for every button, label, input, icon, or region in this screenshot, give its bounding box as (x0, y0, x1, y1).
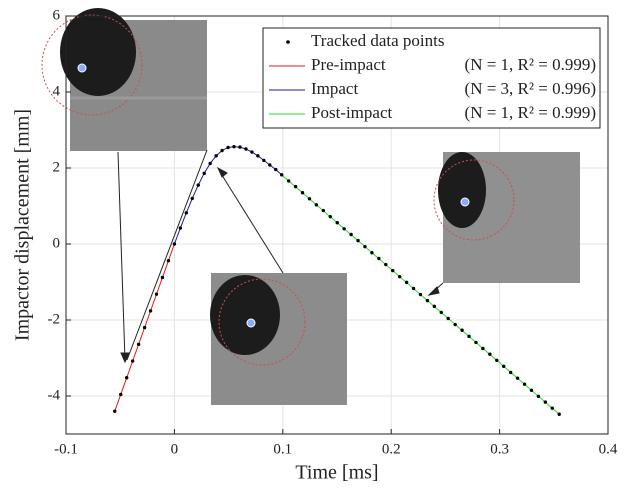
data-point (232, 145, 236, 149)
data-point (550, 406, 554, 410)
data-point (142, 325, 147, 330)
data-point (425, 298, 430, 303)
data-point (342, 227, 346, 231)
data-point (178, 226, 183, 230)
y-tick-label: 6 (53, 7, 61, 23)
y-tick-label: 4 (53, 83, 61, 99)
data-point (543, 400, 548, 404)
legend-fit-stats: (N = 1, R² = 0.999) (465, 103, 596, 122)
inset-impact (210, 273, 347, 405)
data-point (522, 382, 527, 386)
x-tick-label: 0.4 (599, 441, 618, 457)
data-point (460, 328, 464, 332)
data-point (214, 154, 218, 158)
inset-pre (41, 8, 207, 151)
data-point (300, 191, 305, 195)
legend-marker (286, 40, 290, 44)
data-point (488, 352, 492, 356)
data-point (446, 316, 450, 321)
x-tick-label: 0.1 (273, 441, 292, 457)
data-point (148, 309, 153, 313)
data-point (481, 346, 485, 351)
data-point (404, 280, 409, 285)
data-point (502, 364, 506, 369)
data-point (280, 173, 284, 177)
data-point (418, 292, 423, 297)
legend-label: Pre-impact (311, 55, 386, 74)
inset-post (433, 152, 580, 283)
legend-fit-stats: (N = 3, R² = 0.996) (465, 79, 596, 98)
data-point (202, 171, 206, 176)
data-point (495, 358, 499, 362)
data-point (349, 232, 353, 237)
data-point (411, 286, 416, 291)
data-point (508, 370, 513, 375)
data-point (397, 274, 402, 279)
data-point (125, 376, 129, 380)
data-point (307, 197, 312, 201)
data-point (314, 203, 319, 207)
data-point (119, 392, 123, 397)
data-point (190, 196, 194, 201)
data-point (515, 376, 520, 380)
data-point (250, 150, 254, 154)
data-point (268, 163, 272, 167)
data-point (384, 262, 388, 267)
data-point (160, 275, 165, 280)
data-point (432, 304, 437, 309)
data-point (467, 334, 471, 339)
data-point (370, 251, 374, 255)
data-point (335, 221, 339, 225)
data-point (293, 184, 298, 189)
legend-label: Impact (311, 79, 358, 98)
data-point (321, 208, 326, 213)
data-point (238, 145, 242, 149)
data-point (113, 409, 117, 413)
data-point (536, 394, 541, 399)
y-axis-label: Impactor displacement [mm] (12, 109, 34, 341)
data-point (356, 238, 360, 243)
legend-label: Post-impact (311, 103, 392, 122)
data-point (136, 342, 141, 347)
data-point (130, 359, 135, 363)
arrows (117, 149, 444, 364)
data-point (453, 322, 457, 327)
data-point (256, 154, 260, 158)
data-point (208, 161, 212, 166)
data-point (220, 148, 224, 153)
data-point (196, 183, 200, 187)
axes-frame (65, 15, 609, 435)
data-point (262, 158, 266, 163)
data-point (166, 259, 171, 263)
data-point (286, 179, 291, 183)
legend-label: Tracked data points (311, 31, 444, 50)
legend-fit-stats: (N = 1, R² = 0.999) (465, 55, 596, 74)
data-point (328, 214, 332, 219)
data-point (439, 310, 443, 315)
data-point (226, 145, 230, 150)
data-point (377, 256, 381, 261)
x-axis-label: Time [ms] (295, 462, 378, 484)
data-point (474, 340, 478, 345)
data-point (244, 147, 248, 151)
data-point (529, 388, 534, 392)
data-point (184, 211, 189, 215)
x-tick-label: 0.3 (490, 441, 509, 457)
legend-box (262, 27, 601, 129)
y-tick-label: -4 (48, 387, 61, 403)
y-tick-label: 2 (53, 159, 61, 175)
data-point (274, 167, 278, 172)
inset-images (41, 8, 580, 405)
x-tick-label: 0.2 (382, 441, 401, 457)
x-tick-label: -0.1 (54, 441, 78, 457)
data-point (172, 242, 177, 246)
data-point (557, 412, 561, 416)
x-tick-label: 0 (171, 441, 179, 457)
data-point (154, 292, 159, 296)
data-point (363, 244, 367, 249)
data-point (391, 268, 395, 273)
y-tick-label: 0 (53, 235, 61, 251)
y-tick-label: -2 (48, 311, 61, 327)
